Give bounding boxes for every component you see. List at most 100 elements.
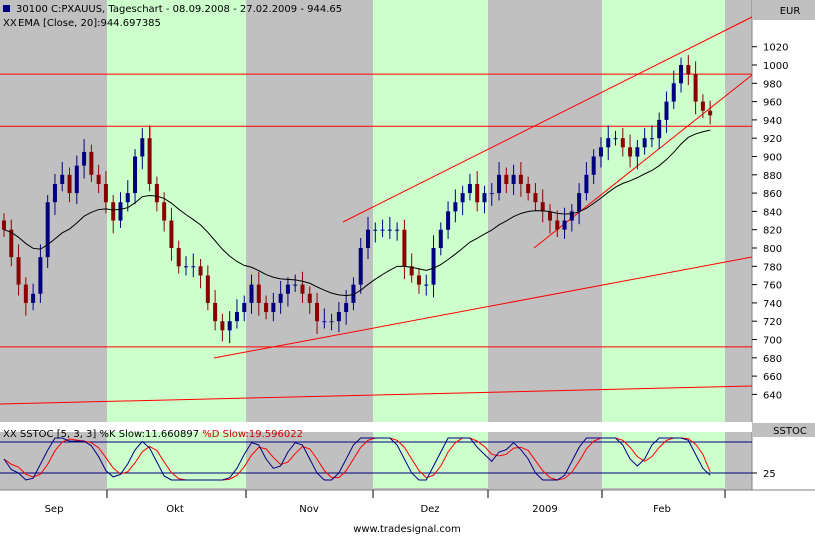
candle-body [649, 138, 654, 140]
ema-legend: EMA [Close, 20]:944.697385 [18, 18, 161, 29]
month-band [107, 0, 246, 422]
candle-body [460, 193, 465, 203]
y-axis-panel [752, 0, 815, 537]
candle-body [67, 174, 72, 194]
candle-body [285, 284, 290, 294]
candle-body [307, 293, 312, 303]
candle-body [96, 174, 101, 184]
y-tick-label: 800 [763, 244, 782, 255]
candle-body [133, 156, 138, 194]
candle-body [184, 266, 188, 268]
candle-body [82, 151, 87, 166]
candle-body [198, 266, 203, 276]
x-axis-label: Okt [166, 504, 184, 515]
candle-body [45, 202, 50, 258]
candle-body [111, 202, 116, 221]
candle-body [293, 284, 298, 286]
candle-body [191, 266, 196, 268]
candle-body [387, 229, 392, 231]
candle-body [540, 202, 545, 212]
candle-body [446, 211, 451, 230]
month-band [602, 0, 725, 422]
candle-body [664, 101, 669, 120]
candle-body [635, 147, 640, 157]
y-tick-label: 680 [763, 354, 782, 365]
candle-body [205, 275, 210, 303]
x-axis-panel [0, 490, 815, 537]
candle-body [351, 284, 356, 303]
candle-body [686, 65, 691, 75]
candle-body [533, 193, 538, 203]
candle-body [467, 183, 472, 194]
candle-body [569, 211, 574, 221]
y-tick-label: 780 [763, 262, 782, 273]
candle-body [555, 220, 560, 230]
candle-body [620, 138, 625, 148]
candle-body [60, 174, 65, 184]
candle-body [598, 147, 603, 157]
candle-body [38, 257, 43, 294]
y-tick-label: 860 [763, 189, 782, 200]
candle-body [234, 312, 239, 322]
candle-body [577, 193, 582, 212]
candle-body [315, 302, 320, 322]
candle-body [497, 174, 502, 194]
stoch-k-label: %K Slow:11.660897 [100, 429, 203, 440]
series-marker-icon [3, 5, 10, 12]
candle-body [366, 229, 370, 248]
candle-body [431, 248, 436, 285]
y-tick-label: 900 [763, 153, 782, 164]
candle-body [482, 193, 487, 203]
candle-body [336, 312, 341, 322]
x-axis-label: Sep [45, 504, 64, 515]
stoch-d-line [3, 437, 711, 481]
candle-body [74, 165, 79, 194]
candle-body [657, 119, 662, 139]
candle-body [584, 174, 589, 194]
candle-body [169, 220, 174, 248]
candle-body [424, 284, 429, 286]
y-tick-label: 740 [763, 299, 782, 310]
trendline [342, 16, 753, 223]
candle-body [606, 138, 611, 148]
currency-box [753, 0, 815, 20]
candle-body [402, 229, 407, 267]
trendline [0, 385, 753, 405]
candle-body [708, 110, 713, 116]
candle-body [504, 174, 509, 184]
ema-line [3, 129, 711, 297]
candle-body [613, 138, 618, 140]
candle-body [300, 284, 305, 294]
candle-body [140, 138, 145, 157]
y-tick-label: 940 [763, 116, 782, 127]
candle-body [176, 248, 181, 267]
trendline [213, 256, 753, 359]
candle-body [2, 220, 6, 230]
candle-body [322, 321, 327, 323]
candle-body [475, 183, 480, 203]
candle-body [373, 229, 378, 231]
candle-body [16, 257, 21, 285]
candle-body [700, 101, 705, 111]
candle-body [562, 220, 567, 230]
candle-body [526, 183, 531, 194]
x-axis-label: 2009 [532, 504, 557, 515]
currency-label: EUR [780, 6, 801, 17]
y-tick-label: 1000 [763, 61, 788, 72]
candle-body [591, 156, 596, 175]
candle-body [671, 83, 676, 102]
candle-body [438, 229, 443, 248]
y-tick-label: 840 [763, 207, 782, 218]
candle-body [213, 302, 218, 322]
y-tick-label: 820 [763, 226, 782, 237]
candle-body [31, 293, 36, 303]
candle-body [227, 321, 232, 331]
stoch-panel-box [753, 423, 815, 437]
candle-body [358, 248, 363, 285]
candle-body [278, 293, 283, 303]
candle-body [264, 302, 269, 313]
month-band [373, 432, 488, 488]
stoch-k-line [3, 437, 711, 481]
candle-body [249, 284, 254, 303]
